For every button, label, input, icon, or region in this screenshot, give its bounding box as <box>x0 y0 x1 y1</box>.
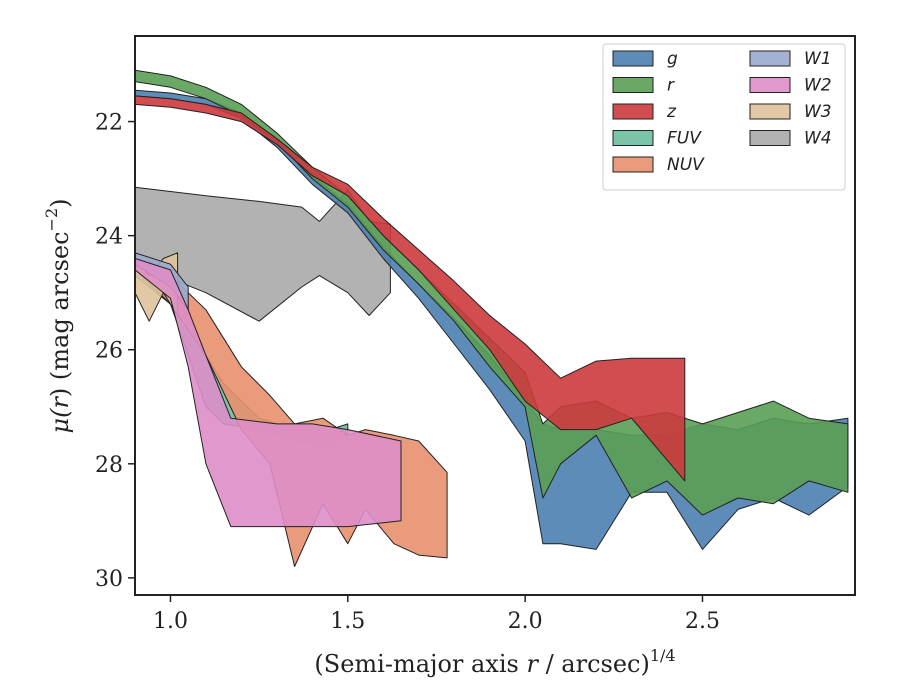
legend-swatch-w3 <box>749 103 791 120</box>
x-axis-title: (Semi-major axis r / arcsec)1/4 <box>314 646 675 678</box>
band-z <box>135 95 686 482</box>
legend-swatch-w2 <box>749 77 791 93</box>
y-tick-label: 24 <box>95 225 123 250</box>
legend-label-g: g <box>667 49 678 69</box>
x-tick-label: 2.0 <box>508 609 543 634</box>
x-axis: 1.0 1.5 2.0 2.5 <box>153 595 720 634</box>
legend: grz FUV NUV W1 W2 W3 W4 <box>602 43 846 191</box>
x-tick-label: 1.5 <box>330 609 365 634</box>
legend-swatch-w4 <box>749 130 791 146</box>
x-tick-label: 1.0 <box>153 609 188 634</box>
legend-label-w2: W2 <box>804 76 832 96</box>
legend-label-z: z <box>666 102 677 122</box>
y-tick-label: 28 <box>95 453 123 478</box>
y-axis-title: μ(r) (mag arcsec−2) <box>42 198 74 433</box>
legend-swatch-z <box>612 103 654 120</box>
legend-swatch-w1 <box>749 50 791 67</box>
band-w4 <box>135 186 391 322</box>
bands-layer <box>135 69 849 567</box>
y-tick-label: 22 <box>95 111 123 136</box>
legend-label-r: r <box>667 76 675 96</box>
x-tick-label: 2.5 <box>685 609 720 634</box>
y-tick-label: 30 <box>95 567 123 592</box>
legend-label-w1: W1 <box>804 49 832 69</box>
legend-swatch-r <box>612 77 654 93</box>
legend-label-fuv: FUV <box>667 129 702 149</box>
legend-swatch-nuv <box>612 156 654 173</box>
legend-label-nuv: NUV <box>667 155 705 175</box>
legend-swatch-g <box>612 50 654 67</box>
y-tick-label: 26 <box>95 339 123 364</box>
plot-frame <box>134 35 856 596</box>
legend-label-w4: W4 <box>804 129 832 149</box>
legend-label-w3: W3 <box>804 102 832 122</box>
legend-swatch-fuv <box>612 130 654 146</box>
y-axis: 22 24 26 28 30 <box>95 111 135 592</box>
band-w2 <box>135 258 402 528</box>
